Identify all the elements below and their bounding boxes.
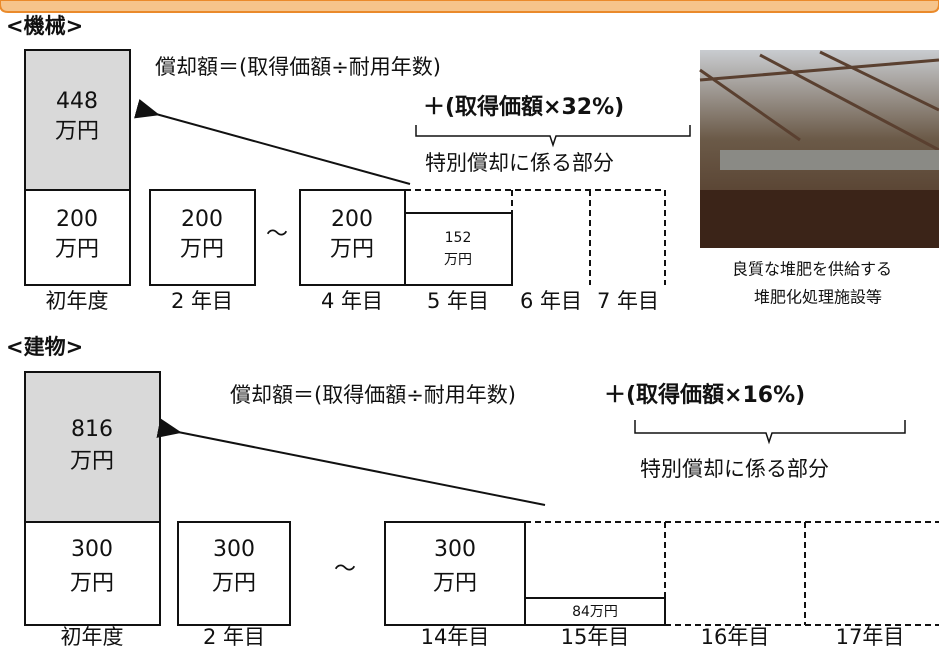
amount: 200 <box>331 207 373 232</box>
year-label: 16年目 <box>701 625 770 649</box>
amount-unit: 万円 <box>55 237 99 262</box>
photo-caption: 良質な堆肥を供給する <box>732 260 892 279</box>
amount: 152 <box>445 230 472 246</box>
amount-unit: 万円 <box>55 119 99 144</box>
bonus-note: 特別償却に係る部分 <box>640 457 829 481</box>
amount-unit: 万円 <box>330 237 374 262</box>
top-banner <box>0 0 939 12</box>
year-label: 7 年目 <box>597 289 659 313</box>
amount: 300 <box>71 537 113 562</box>
year-label: 5 年目 <box>427 289 489 313</box>
separator: ～ <box>266 222 288 247</box>
diagram: <機械> 448 万円 200 万円 200 万円 ～ 200 万円 152 万… <box>0 0 939 649</box>
amount: 200 <box>56 207 98 232</box>
amount-unit: 万円 <box>70 571 114 596</box>
year-label: 初年度 <box>46 289 109 313</box>
amount: 816 <box>71 417 113 442</box>
year-label: 14年目 <box>421 625 490 649</box>
amount-unit: 万円 <box>444 252 472 268</box>
year-label: 2 年目 <box>171 289 233 313</box>
amount-unit: 万円 <box>212 571 256 596</box>
amount-unit: 万円 <box>180 237 224 262</box>
brace <box>635 420 905 442</box>
amount: 84万円 <box>572 604 618 620</box>
year-label: 初年度 <box>61 625 124 649</box>
year-label: 15年目 <box>561 625 630 649</box>
photo <box>700 50 939 248</box>
formula-bonus: ＋(取得価額×32%) <box>423 94 624 120</box>
year-label: 4 年目 <box>321 289 383 313</box>
year-label: 2 年目 <box>203 625 265 649</box>
formula: 償却額＝(取得価額÷耐用年数) <box>155 55 441 79</box>
year-label: 17年目 <box>836 625 905 649</box>
bonus-box <box>25 372 160 522</box>
brace <box>416 125 690 145</box>
amount-unit: 万円 <box>70 449 114 474</box>
arrow <box>156 114 410 184</box>
amount: 200 <box>181 207 223 232</box>
bonus-note: 特別償却に係る部分 <box>425 151 614 175</box>
photo-caption: 堆肥化処理施設等 <box>754 288 882 307</box>
amount: 448 <box>56 89 98 114</box>
section-heading: <機械> <box>6 14 83 38</box>
year-label: 6 年目 <box>520 289 582 313</box>
amount-unit: 万円 <box>433 571 477 596</box>
formula-bonus: ＋(取得価額×16%) <box>604 382 805 408</box>
year-box <box>405 213 512 285</box>
arrow <box>178 432 545 505</box>
amount: 300 <box>213 537 255 562</box>
amount: 300 <box>434 537 476 562</box>
formula: 償却額＝(取得価額÷耐用年数) <box>230 383 516 407</box>
separator: ～ <box>334 557 356 582</box>
section-heading: <建物> <box>6 335 83 359</box>
